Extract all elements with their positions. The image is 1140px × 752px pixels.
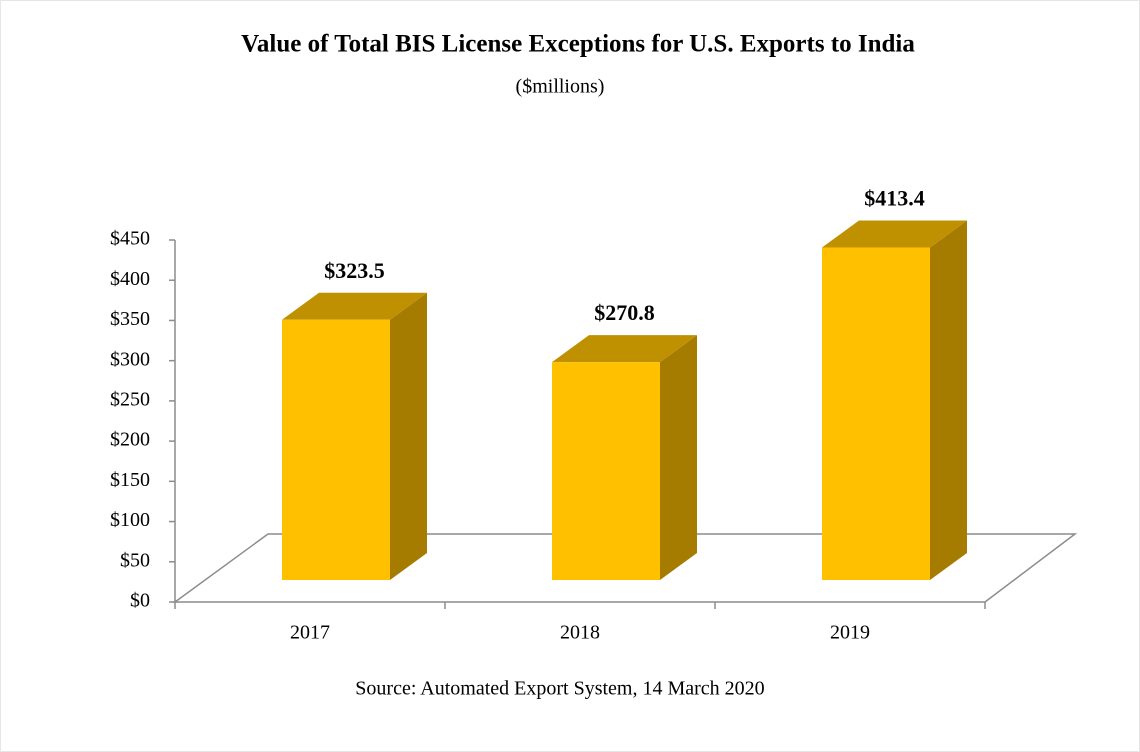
x-tick-label: 2017 bbox=[290, 622, 330, 644]
bar bbox=[552, 362, 660, 580]
bar-side bbox=[390, 292, 427, 580]
y-tick-label: $400 bbox=[110, 268, 150, 290]
y-tick-label: $300 bbox=[110, 348, 150, 370]
y-tick-label: $150 bbox=[110, 469, 150, 491]
chart-subtitle: ($millions) bbox=[516, 76, 605, 98]
value-label: $413.4 bbox=[864, 185, 925, 210]
x-tick-label: 2019 bbox=[830, 622, 870, 644]
source-note: Source: Automated Export System, 14 Marc… bbox=[355, 678, 764, 700]
y-tick-label: $250 bbox=[110, 388, 150, 410]
bar bbox=[282, 319, 390, 580]
y-tick-label: $0 bbox=[130, 590, 150, 612]
value-label: $270.8 bbox=[594, 300, 655, 325]
bar-top bbox=[552, 335, 697, 363]
bar-top bbox=[282, 292, 427, 320]
y-tick-label: $450 bbox=[110, 228, 150, 250]
x-tick-label: 2018 bbox=[560, 622, 600, 644]
bar-side bbox=[930, 220, 967, 580]
y-tick-label: $100 bbox=[110, 509, 150, 531]
value-label: $323.5 bbox=[324, 258, 385, 283]
bar-top bbox=[822, 220, 967, 248]
y-tick-label: $350 bbox=[110, 308, 150, 330]
chart-title: Value of Total BIS License Exceptions fo… bbox=[241, 31, 915, 58]
bar-side bbox=[660, 335, 697, 580]
bar bbox=[822, 247, 930, 580]
y-tick-label: $200 bbox=[110, 429, 150, 451]
y-tick-label: $50 bbox=[120, 549, 150, 571]
